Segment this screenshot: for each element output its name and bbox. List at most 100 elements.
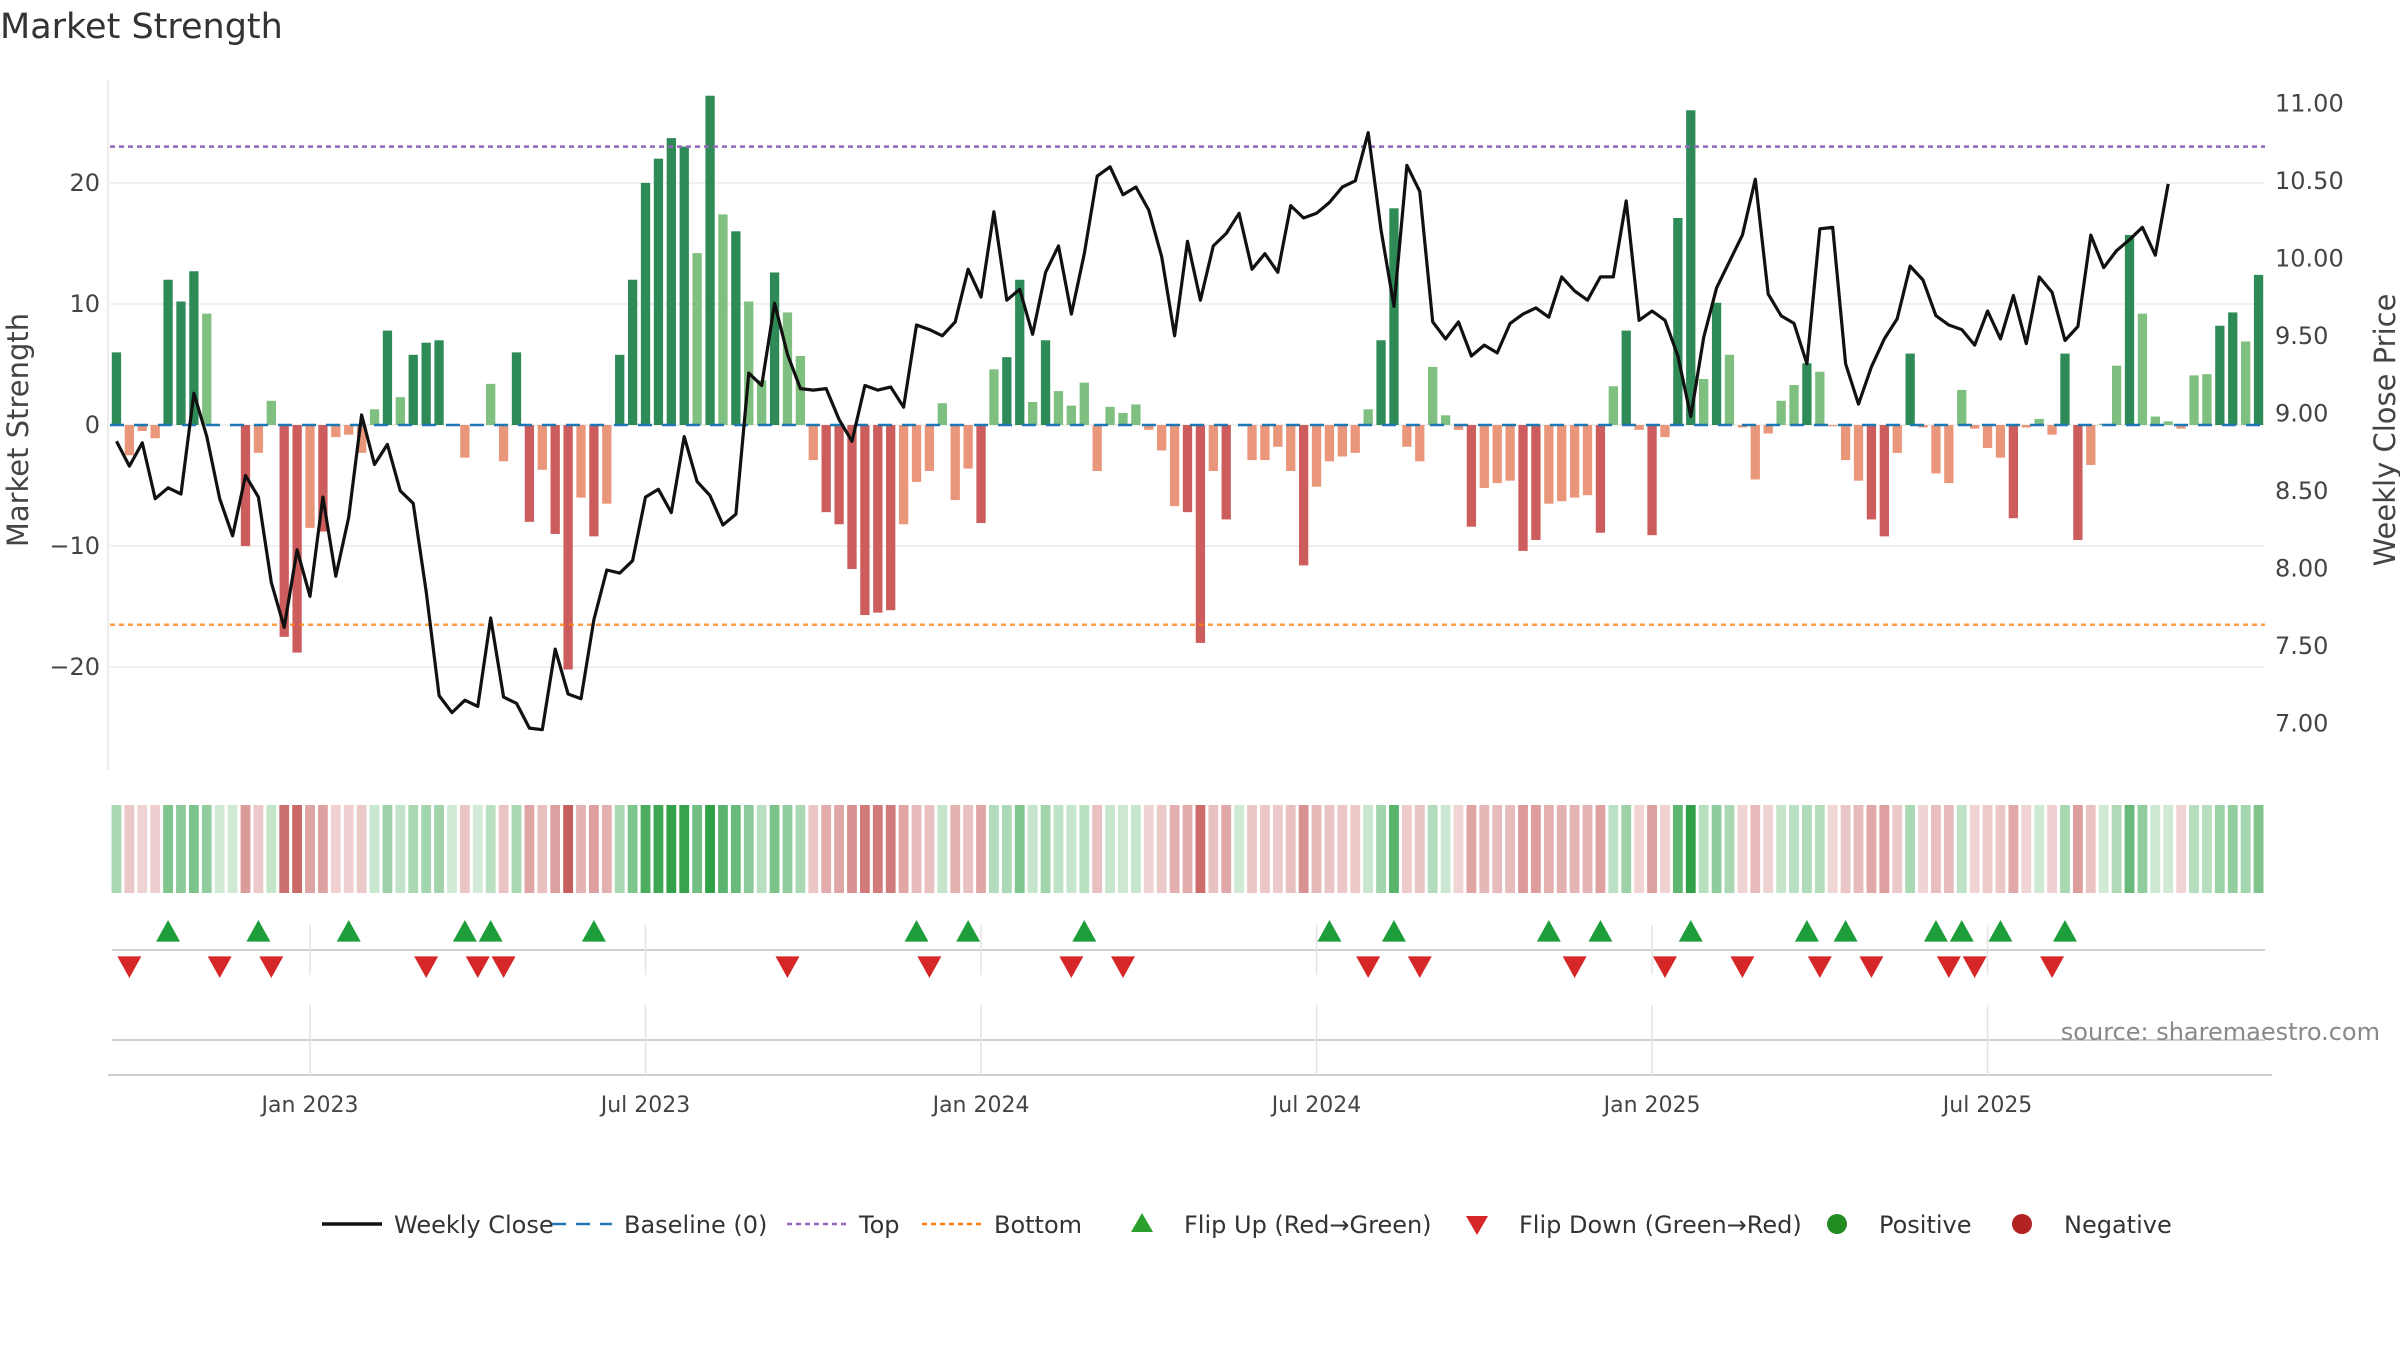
- strength-bar: [395, 397, 405, 425]
- strength-bar: [240, 425, 251, 547]
- heat-cell: [666, 805, 677, 893]
- strength-bar: [1763, 425, 1773, 434]
- strength-bar: [189, 271, 199, 425]
- heat-cell: [1879, 805, 1890, 893]
- y-right-tick-label: 7.00: [2275, 709, 2328, 737]
- heat-cell: [795, 805, 806, 893]
- heat-cell: [2227, 805, 2238, 893]
- strength-bar: [653, 158, 664, 425]
- strength-bar: [886, 425, 896, 611]
- heat-cell: [614, 805, 625, 893]
- flip-up-marker: [1923, 920, 1948, 942]
- strength-bar: [1028, 402, 1038, 425]
- strength-bar: [1221, 425, 1231, 520]
- y-right-tick-label: 11.00: [2275, 89, 2344, 117]
- legend-label: Negative: [2064, 1211, 2172, 1239]
- strength-bar: [1015, 279, 1025, 425]
- strength-bar: [2253, 274, 2264, 425]
- heat-cell: [1543, 805, 1554, 893]
- strength-bar: [937, 403, 947, 425]
- heat-cell: [1143, 805, 1154, 893]
- flip-down-marker: [1562, 956, 1587, 978]
- legend-label: Baseline (0): [624, 1211, 767, 1239]
- strength-bar: [2111, 365, 2122, 425]
- strength-bar: [1944, 425, 1954, 484]
- heat-cell: [692, 805, 703, 893]
- heat-cell: [1827, 805, 1838, 893]
- strength-bar: [318, 425, 328, 532]
- x-tick-label: Jan 2025: [1602, 1093, 1701, 1118]
- strength-bar: [279, 425, 289, 637]
- flip-up-marker: [336, 920, 361, 942]
- strength-bar: [253, 425, 264, 453]
- heat-cell: [705, 805, 715, 893]
- strength-bar: [640, 182, 651, 425]
- strength-bar: [2047, 425, 2057, 435]
- strength-bar: [1363, 409, 1373, 425]
- legend-item: Negative: [2012, 1211, 2172, 1239]
- strength-bar: [111, 352, 122, 425]
- heat-cell: [1685, 805, 1696, 893]
- y-right-tick-label: 9.50: [2275, 322, 2328, 350]
- strength-bar: [486, 383, 496, 425]
- heat-cell: [1053, 805, 1064, 893]
- strength-bar: [1273, 425, 1283, 447]
- strength-bar: [1286, 425, 1296, 471]
- strength-bar: [1647, 425, 1657, 536]
- heat-cell: [1079, 805, 1090, 893]
- strength-bar: [1569, 425, 1580, 498]
- legend-swatch-circle: [1827, 1214, 1847, 1234]
- strength-bar: [718, 214, 728, 425]
- strength-bar: [1750, 425, 1760, 480]
- heat-cell: [1518, 805, 1528, 893]
- heat-cell: [485, 805, 496, 893]
- flip-down-marker: [1962, 956, 1987, 978]
- heat-cell: [1376, 805, 1386, 893]
- flip-down-marker: [207, 956, 232, 978]
- heat-cell: [176, 805, 186, 893]
- flip-down-marker: [1807, 956, 1832, 978]
- strength-bar: [1802, 363, 1812, 425]
- heat-cell: [1350, 805, 1361, 893]
- x-tick-label: Jul 2023: [599, 1093, 691, 1118]
- x-axis: Jan 2023 Jul 2023 Jan 2024 Jul 2024 Jan 2025…: [108, 925, 2272, 1118]
- strength-bar: [2008, 425, 2019, 519]
- strength-bar: [1982, 425, 1993, 448]
- strength-bar: [550, 425, 560, 534]
- strength-bar: [460, 425, 470, 458]
- legend-swatch-circle: [2012, 1214, 2032, 1234]
- strength-bar: [821, 425, 831, 513]
- strength-bar: [1686, 110, 1696, 426]
- heat-cell: [434, 805, 444, 893]
- strength-bar: [1440, 415, 1451, 425]
- heat-cell: [808, 805, 819, 893]
- strength-bar: [1118, 412, 1128, 425]
- heat-cell: [769, 805, 780, 893]
- strength-bar: [1428, 366, 1438, 425]
- flip-down-marker: [2040, 956, 2065, 978]
- heat-cell: [2008, 805, 2019, 893]
- heat-cell: [1956, 805, 1967, 893]
- x-tick-label: Jan 2024: [931, 1093, 1030, 1118]
- heat-cell: [1260, 805, 1270, 893]
- strength-bar: [1970, 425, 1980, 429]
- heat-cell: [1427, 805, 1438, 893]
- heat-cell: [1621, 805, 1632, 893]
- strength-bar: [1660, 425, 1670, 438]
- strength-bar: [989, 369, 999, 425]
- heat-cell: [1234, 805, 1245, 893]
- heat-cell: [1814, 805, 1825, 893]
- heat-cell: [305, 805, 315, 893]
- heat-cell: [2060, 805, 2070, 893]
- legend-item: Positive: [1827, 1211, 1972, 1239]
- heat-cell: [2240, 805, 2251, 893]
- heat-cell: [2085, 805, 2096, 893]
- flip-up-marker: [1588, 920, 1613, 942]
- heat-cell: [2202, 805, 2212, 893]
- strength-bar: [1711, 302, 1722, 425]
- strength-bar: [1066, 405, 1077, 425]
- strength-bar: [202, 313, 212, 425]
- flip-up-marker: [1536, 920, 1561, 942]
- heat-cell: [408, 805, 419, 893]
